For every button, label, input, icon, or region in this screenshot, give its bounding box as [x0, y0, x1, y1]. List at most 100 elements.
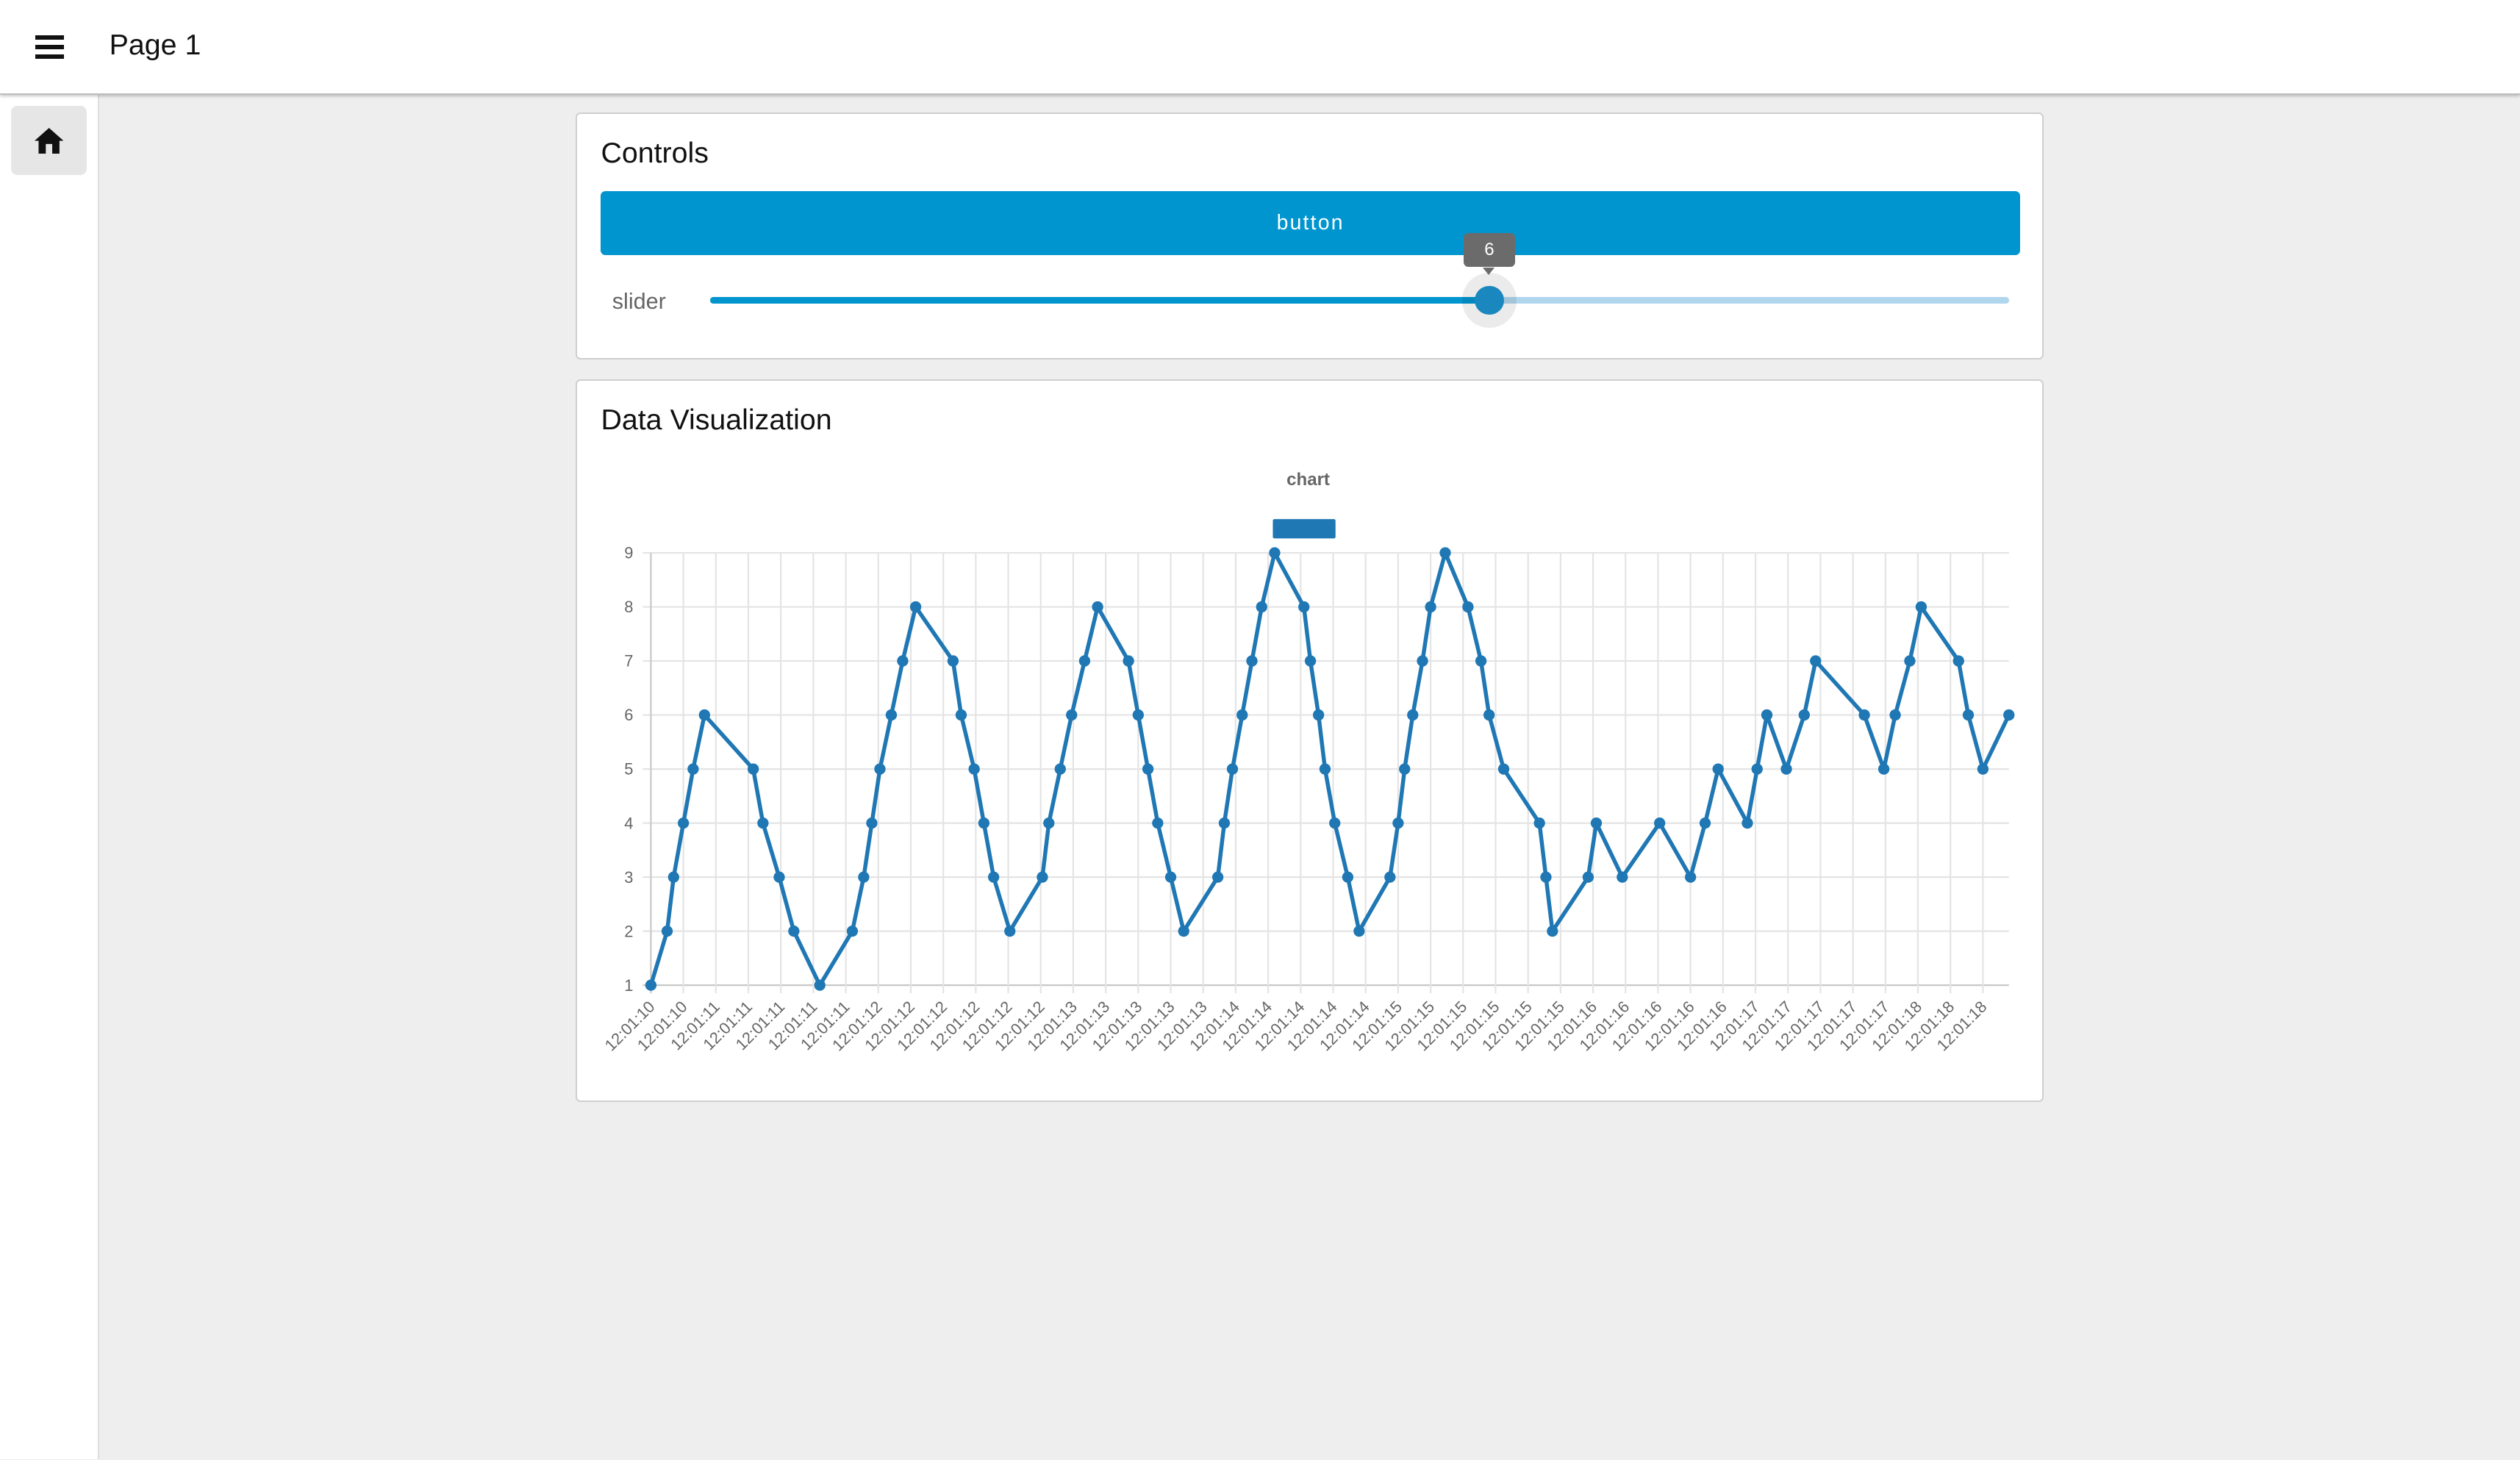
data-point [1246, 655, 1258, 667]
data-point [1904, 655, 1916, 667]
sidebar-item-home[interactable] [11, 106, 87, 176]
data-point [1742, 817, 1753, 829]
data-point [1417, 655, 1428, 667]
data-point [788, 925, 800, 937]
data-point [1319, 763, 1331, 775]
data-point [1078, 655, 1091, 667]
sidebar [0, 94, 100, 1460]
data-point [1483, 709, 1495, 721]
data-point [757, 817, 769, 829]
data-point [1699, 817, 1711, 829]
data-point [1312, 709, 1325, 721]
data-point [1066, 709, 1078, 721]
data-point [1236, 709, 1248, 721]
data-point [978, 817, 990, 829]
slider-thumb[interactable] [1475, 285, 1504, 315]
data-point [1392, 817, 1404, 829]
data-point [1384, 871, 1396, 883]
data-point [1952, 655, 1964, 667]
data-point [1164, 871, 1177, 883]
data-point [885, 709, 898, 721]
data-point [1540, 871, 1552, 883]
data-point [1092, 601, 1103, 613]
data-point [1256, 601, 1267, 613]
data-point [1533, 817, 1545, 829]
data-point [1407, 709, 1419, 721]
data-point [645, 979, 657, 991]
data-point [1810, 655, 1822, 667]
y-tick-label: 3 [624, 868, 633, 887]
data-point [1004, 925, 1016, 937]
data-point [677, 817, 690, 829]
data-point [1962, 709, 1975, 721]
data-point [1684, 871, 1697, 883]
data-point [909, 601, 922, 613]
y-tick-label: 9 [624, 544, 633, 562]
data-point [1054, 763, 1066, 775]
data-point [2003, 709, 2015, 721]
data-point [1582, 871, 1594, 883]
data-point [1298, 601, 1310, 613]
data-point [955, 709, 967, 721]
data-point [1590, 817, 1603, 829]
data-point [1798, 709, 1810, 721]
main-button[interactable]: button [601, 190, 2020, 256]
data-point [897, 655, 909, 667]
data-point [1712, 763, 1724, 775]
data-point [661, 925, 673, 937]
slider-value-tooltip: 6 [1464, 232, 1515, 275]
data-point [1123, 655, 1134, 667]
data-point [988, 871, 1000, 883]
data-point [667, 871, 679, 883]
data-point [1211, 871, 1224, 883]
data-point [947, 655, 959, 667]
data-point [1878, 763, 1890, 775]
data-point [1462, 601, 1474, 613]
app-header: Page 1 [0, 0, 2520, 95]
data-point [1152, 817, 1164, 829]
data-point [968, 763, 980, 775]
hamburger-menu-icon[interactable] [29, 29, 71, 64]
data-point [1037, 871, 1048, 883]
data-point [1751, 763, 1763, 775]
data-point [1889, 709, 1901, 721]
data-point [1304, 655, 1317, 667]
data-point [1178, 925, 1189, 937]
data-point [1439, 547, 1451, 559]
chart-title: chart [1286, 470, 1330, 490]
data-point [1547, 925, 1558, 937]
data-point [1399, 763, 1411, 775]
data-point [1142, 763, 1154, 775]
y-tick-label: 1 [624, 976, 633, 995]
data-point [1780, 763, 1792, 775]
data-point [1425, 601, 1436, 613]
data-point [874, 763, 886, 775]
data-point [1353, 925, 1365, 937]
visualization-title: Data Visualization [601, 403, 832, 436]
y-tick-label: 7 [624, 652, 633, 670]
slider-label: slider [612, 289, 666, 315]
data-point [1915, 601, 1927, 613]
data-point [747, 763, 759, 775]
controls-title: Controls [601, 136, 709, 169]
home-icon [35, 127, 64, 154]
y-tick-label: 4 [624, 814, 633, 832]
data-point [1342, 871, 1354, 883]
data-point [1617, 871, 1628, 883]
y-tick-label: 2 [624, 922, 633, 940]
data-point [1654, 817, 1666, 829]
data-point [846, 925, 859, 937]
legend-swatch[interactable] [1272, 519, 1336, 539]
data-point [687, 763, 699, 775]
data-point [1475, 655, 1487, 667]
data-point [1269, 547, 1281, 559]
data-point [866, 817, 878, 829]
controls-card: Controls button slider 6 [575, 112, 2044, 360]
data-point [1761, 709, 1773, 721]
data-point [1132, 709, 1144, 721]
data-point [1858, 709, 1870, 721]
y-tick-label: 6 [624, 706, 633, 724]
page-title: Page 1 [109, 29, 201, 62]
slider-track[interactable]: 6 [710, 232, 2009, 328]
